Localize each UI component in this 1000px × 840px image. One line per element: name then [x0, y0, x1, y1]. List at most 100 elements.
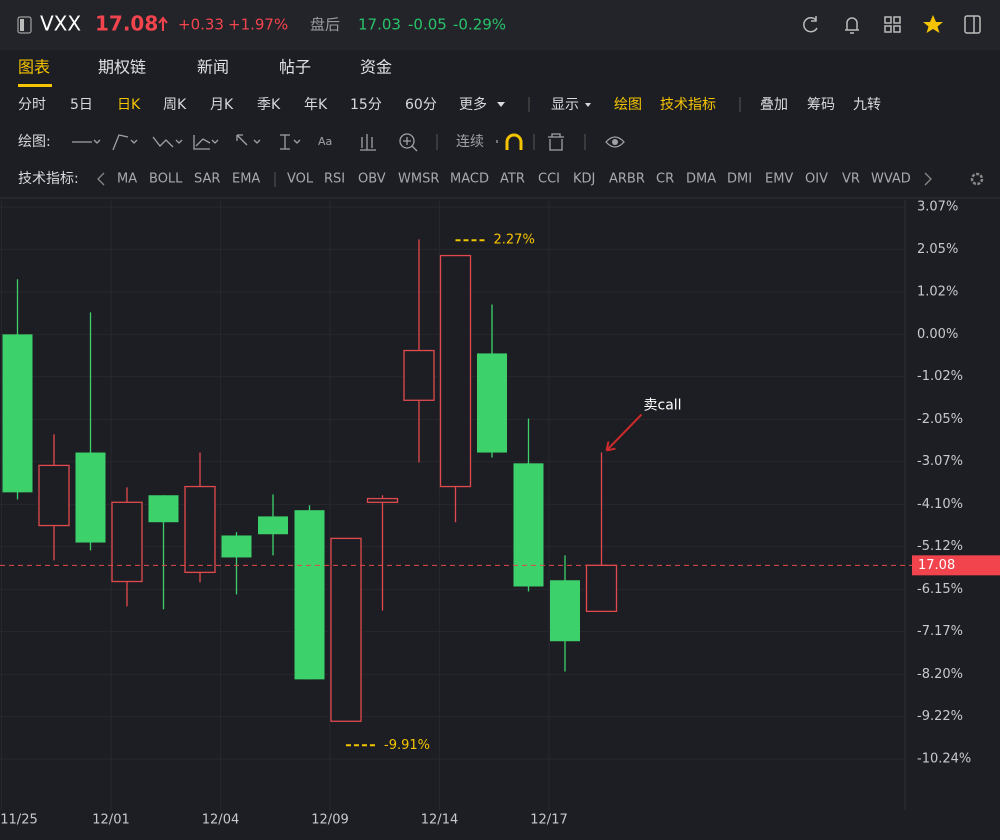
y-tick-label: -10.24%	[917, 751, 971, 766]
scroll-left[interactable]	[97, 172, 105, 186]
extra-option[interactable]: 筹码	[807, 96, 835, 113]
extra-option[interactable]: 九转	[853, 97, 881, 113]
indicator-option[interactable]: MA	[117, 172, 137, 187]
period-option[interactable]: 周K	[163, 97, 187, 113]
period-option[interactable]: 更多	[459, 96, 487, 113]
indicator-option[interactable]: MACD	[450, 172, 489, 187]
continuous-tool[interactable]: 连续	[456, 133, 484, 150]
candle-body	[38, 464, 70, 527]
indicator-option[interactable]: BOLL	[149, 172, 183, 187]
x-tick-label: 12/17	[530, 813, 567, 828]
arrow-tool[interactable]	[236, 134, 261, 146]
window-icon[interactable]	[17, 16, 32, 34]
tab[interactable]: 图表	[18, 58, 50, 77]
tool-option[interactable]: 技术指标	[660, 97, 716, 113]
dropdown-caret	[497, 102, 505, 107]
indicator-option[interactable]: DMI	[727, 172, 752, 187]
text-tool[interactable]: Aa	[318, 135, 332, 148]
tool-option[interactable]: 显示	[551, 97, 579, 113]
grid-icon[interactable]	[884, 16, 901, 33]
tab[interactable]: 新闻	[197, 58, 229, 77]
period-option[interactable]: 年K	[304, 97, 328, 113]
after-price: 17.03	[358, 16, 401, 34]
indicator-option[interactable]: RSI	[324, 172, 345, 187]
scroll-right[interactable]	[924, 172, 932, 186]
up-arrow	[158, 16, 168, 31]
indicator-option[interactable]: WMSR	[398, 172, 439, 187]
indicator-option[interactable]: KDJ	[573, 172, 595, 187]
tab[interactable]: 帖子	[279, 58, 311, 77]
tab-underline	[18, 84, 52, 87]
settings-icon[interactable]	[970, 172, 984, 186]
candle-body	[477, 353, 507, 453]
change-pct: +1.97%	[228, 16, 288, 34]
indicator-option[interactable]: WVAD	[871, 172, 911, 187]
bell-icon[interactable]	[845, 17, 859, 34]
period-option[interactable]: 季K	[257, 97, 281, 113]
last-price-label: 17.08	[918, 558, 955, 573]
x-tick-label: 12/14	[421, 813, 458, 828]
indicator-option[interactable]: OIV	[805, 172, 828, 187]
indicator-option[interactable]: VR	[842, 172, 860, 187]
line-style-tool[interactable]	[72, 139, 101, 144]
candle-body	[366, 497, 399, 503]
tab[interactable]: 期权链	[98, 58, 146, 77]
candle-body	[258, 516, 288, 535]
indicator-option[interactable]: CCI	[538, 172, 560, 187]
header-icons	[803, 15, 981, 34]
indicator-option[interactable]: EMA	[232, 172, 260, 187]
y-tick-label: -7.17%	[917, 624, 963, 639]
visibility-tool[interactable]	[605, 136, 625, 148]
candle-body	[513, 463, 544, 587]
indicator-option[interactable]: ATR	[500, 172, 525, 187]
period-option[interactable]: 分时	[18, 97, 46, 113]
tab[interactable]: 资金	[360, 58, 392, 77]
y-tick-label: -3.07%	[917, 454, 963, 469]
trend-tool[interactable]	[112, 134, 138, 151]
candle-body	[148, 495, 179, 523]
candle-tool[interactable]	[360, 134, 376, 151]
indicator-option[interactable]: CR	[656, 172, 674, 187]
period-option[interactable]: 5日	[70, 97, 93, 113]
period-option[interactable]: 日K	[117, 97, 141, 113]
delete-tool[interactable]	[548, 133, 564, 151]
magnet-tool[interactable]	[505, 133, 523, 150]
annotation-text: 卖call	[644, 398, 682, 414]
period-option[interactable]: 60分	[405, 97, 437, 113]
panel-icon[interactable]	[964, 15, 981, 34]
after-hours-label: 盘后	[310, 16, 340, 34]
y-tick-label: 0.00%	[917, 327, 958, 342]
window-icon-bar	[20, 19, 24, 31]
period-option[interactable]: 月K	[210, 97, 234, 113]
x-tick-label: 12/04	[202, 813, 239, 828]
indicator-option[interactable]: ARBR	[609, 172, 645, 187]
indicator-option[interactable]: DMA	[686, 172, 716, 187]
y-tick-label: -2.05%	[917, 412, 963, 427]
candle-body	[330, 537, 362, 722]
indicator-option[interactable]: OBV	[358, 172, 386, 187]
indicator-option[interactable]: VOL	[287, 172, 314, 187]
after-change-pct: -0.29%	[453, 16, 506, 34]
fib-tool[interactable]	[193, 135, 219, 150]
measure-tool[interactable]	[280, 134, 301, 150]
annotation-arrow	[605, 413, 643, 452]
change: +0.33	[178, 16, 224, 34]
candle-body	[2, 334, 33, 493]
extra-option[interactable]: 叠加	[760, 97, 788, 113]
x-tick-label: 12/09	[311, 813, 348, 828]
candle-body	[439, 254, 472, 488]
indicator-option[interactable]: SAR	[194, 172, 220, 187]
star-icon[interactable]	[923, 15, 943, 33]
refresh-icon[interactable]	[803, 16, 818, 33]
symbol: VXX	[40, 12, 81, 36]
period-option[interactable]: 15分	[350, 97, 382, 113]
eye-pupil	[612, 139, 618, 145]
candle-body	[184, 485, 216, 574]
tool-option[interactable]: 绘图	[614, 97, 642, 113]
drawing-tools	[72, 133, 625, 152]
y-tick-label: -4.10%	[917, 497, 963, 512]
indicator-option[interactable]: EMV	[765, 172, 793, 187]
wave-tool[interactable]	[152, 136, 183, 148]
y-tick-label: 3.07%	[917, 200, 958, 215]
zoom-tool[interactable]	[399, 133, 415, 149]
